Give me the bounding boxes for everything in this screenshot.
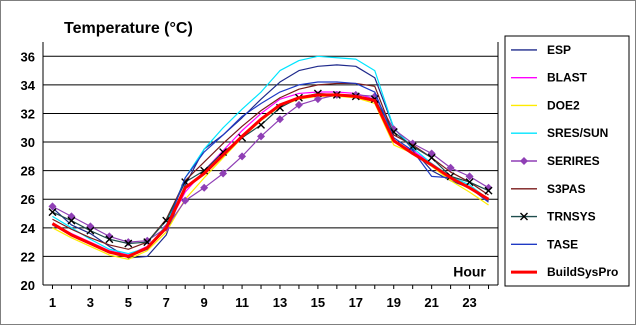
- y-tick-label: 24: [21, 221, 36, 236]
- x-tick-label: 3: [87, 295, 94, 310]
- legend-item: SERIRES: [511, 154, 600, 168]
- legend-item: ESP: [511, 43, 571, 57]
- data-point-x: [465, 178, 474, 187]
- data-point-x: [48, 208, 57, 217]
- series-line: [52, 92, 489, 245]
- legend-label: SRES/SUN: [547, 126, 608, 140]
- data-point-diamond: [257, 132, 266, 141]
- data-point-diamond: [238, 152, 247, 161]
- legend-item: SRES/SUN: [511, 126, 608, 140]
- legend-label: ESP: [547, 43, 571, 57]
- y-tick-label: 32: [21, 106, 35, 121]
- x-tick-label: 7: [163, 295, 170, 310]
- data-point-diamond: [520, 157, 528, 165]
- data-point-x: [105, 235, 114, 244]
- y-tick-label: 22: [21, 249, 35, 264]
- data-point-x: [427, 153, 436, 162]
- data-point-diamond: [313, 95, 322, 104]
- legend-label: TRNSYS: [547, 210, 596, 224]
- legend-item: TASE: [511, 237, 578, 251]
- y-tick-label: 36: [21, 49, 35, 64]
- legend-label: S3PAS: [547, 182, 585, 196]
- legend-label: BLAST: [547, 71, 588, 85]
- series-sres-sun: [52, 55, 489, 255]
- data-point-diamond: [465, 172, 474, 181]
- legend-item: BLAST: [511, 71, 588, 85]
- legend-label: DOE2: [547, 98, 580, 112]
- legend-label: BuildSysPro: [547, 265, 618, 279]
- legend-item: BuildSysPro: [511, 265, 618, 279]
- chart-title: Temperature (°C): [64, 20, 193, 37]
- data-point-diamond: [219, 169, 228, 178]
- data-point-diamond: [275, 115, 284, 124]
- y-tick-label: 34: [21, 78, 36, 93]
- legend-item: TRNSYS: [511, 210, 596, 224]
- x-tick-label: 13: [273, 295, 287, 310]
- y-tick-label: 28: [21, 164, 35, 179]
- legend-label: SERIRES: [547, 154, 600, 168]
- y-tick-label: 26: [21, 192, 35, 207]
- y-tick-label: 30: [21, 135, 35, 150]
- x-tick-label: 23: [462, 295, 476, 310]
- y-tick-label: 20: [21, 278, 35, 293]
- x-axis-label: Hour: [453, 263, 486, 279]
- legend: ESP BLAST DOE2 SRES/SUN SERIRES S3PAS TRNSYS TA…: [504, 35, 630, 287]
- data-point-x: [86, 226, 95, 235]
- series-line: [52, 55, 489, 255]
- x-tick-label: 9: [201, 295, 208, 310]
- data-point-diamond: [446, 163, 455, 172]
- data-point-diamond: [200, 183, 209, 192]
- x-tick-label: 17: [349, 295, 363, 310]
- x-tick-label: 15: [311, 295, 325, 310]
- data-point-diamond: [48, 202, 57, 211]
- x-tick-label: 19: [386, 295, 400, 310]
- data-point-x: [520, 212, 528, 221]
- x-tick-label: 21: [424, 295, 438, 310]
- x-tick-label: 5: [125, 295, 132, 310]
- series-line: [52, 82, 489, 250]
- legend-label: TASE: [547, 237, 578, 251]
- data-point-diamond: [294, 100, 303, 109]
- legend-item: S3PAS: [511, 182, 585, 196]
- series-buildsyspro: [51, 93, 490, 258]
- data-point-diamond: [124, 238, 133, 247]
- x-tick-label: 11: [235, 295, 249, 310]
- series-line: [51, 93, 490, 258]
- legend-item: DOE2: [511, 98, 580, 112]
- data-point-x: [484, 186, 493, 195]
- data-point-diamond: [181, 196, 190, 205]
- series-s3pas: [52, 82, 489, 250]
- data-point-x: [67, 216, 76, 225]
- x-tick-label: 1: [49, 295, 56, 310]
- data-point-x: [124, 239, 133, 248]
